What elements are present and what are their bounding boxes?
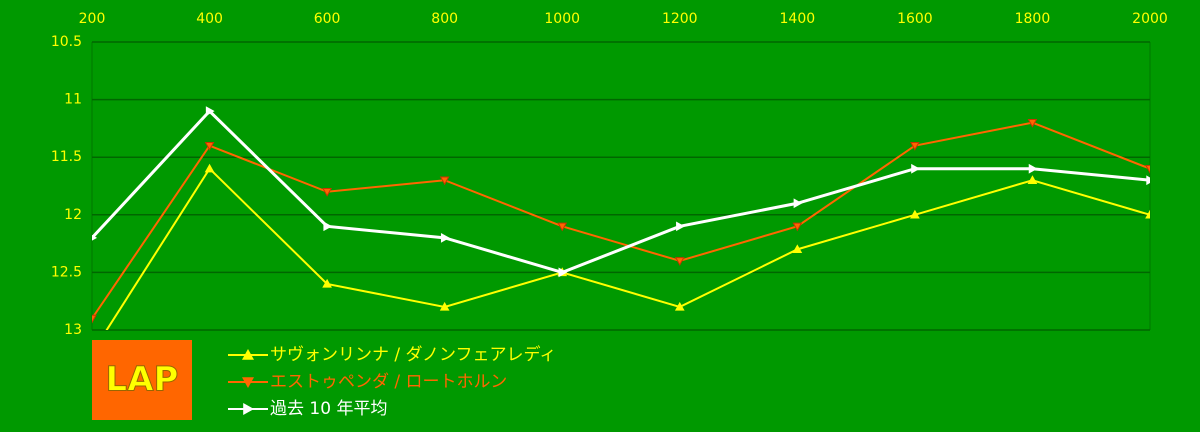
- point-marker: [793, 198, 803, 209]
- x-tick-label: 1200: [662, 11, 698, 27]
- point-marker: [792, 222, 803, 232]
- point-marker: [674, 301, 685, 311]
- point-marker: [1145, 209, 1150, 219]
- point-marker: [1146, 175, 1150, 186]
- legend-marker: [242, 349, 254, 360]
- point-marker: [439, 301, 450, 311]
- x-tick-label: 2000: [1132, 11, 1168, 27]
- point-marker: [792, 244, 803, 254]
- point-marker: [92, 235, 98, 241]
- x-tick-label: 400: [196, 11, 223, 27]
- point-marker: [911, 163, 920, 174]
- point-marker: [322, 278, 332, 288]
- x-tick-label: 800: [431, 11, 458, 27]
- y-tick-label: 12.5: [51, 264, 82, 280]
- point-marker: [910, 141, 920, 151]
- point-marker: [92, 314, 97, 324]
- point-marker: [557, 222, 568, 232]
- y-tick-label: 11.5: [51, 149, 82, 165]
- legend-marker: [242, 377, 254, 388]
- point-marker: [204, 163, 215, 173]
- legend-marker: [243, 403, 254, 415]
- point-marker: [323, 221, 333, 232]
- point-marker: [322, 188, 332, 197]
- point-marker: [1027, 175, 1038, 184]
- y-tick-label: 10.5: [51, 34, 82, 50]
- y-tick-label: 12: [64, 207, 82, 223]
- x-tick-label: 600: [314, 11, 341, 27]
- point-marker: [1145, 165, 1150, 174]
- series-line: [92, 108, 1150, 274]
- series-line: [105, 167, 1150, 330]
- y-tick-label: 13: [64, 322, 82, 338]
- point-marker: [205, 106, 215, 116]
- badge-box: [92, 340, 192, 420]
- legend-label: エストゥペンダ / ロートホルン: [270, 372, 507, 392]
- x-tick-label: 1800: [1015, 11, 1051, 27]
- x-tick-label: 1600: [897, 11, 933, 27]
- point-marker: [1027, 118, 1038, 128]
- plot-area: [92, 106, 1150, 330]
- point-marker: [674, 257, 685, 266]
- x-tick-label: 1000: [544, 11, 580, 27]
- point-marker: [204, 141, 215, 151]
- badge-label: LAP: [106, 360, 179, 400]
- point-marker: [910, 209, 920, 219]
- point-marker: [439, 176, 450, 186]
- legend-label: サヴォンリンナ / ダノンフェアレディ: [270, 344, 556, 365]
- x-tick-label: 200: [79, 11, 106, 27]
- y-tick-label: 11: [64, 92, 82, 108]
- point-marker: [558, 267, 568, 278]
- point-marker: [1028, 163, 1038, 174]
- legend-label: 過去 10 年平均: [270, 399, 387, 419]
- x-tick-label: 1400: [780, 11, 816, 27]
- point-marker: [676, 221, 685, 232]
- point-marker: [440, 232, 450, 243]
